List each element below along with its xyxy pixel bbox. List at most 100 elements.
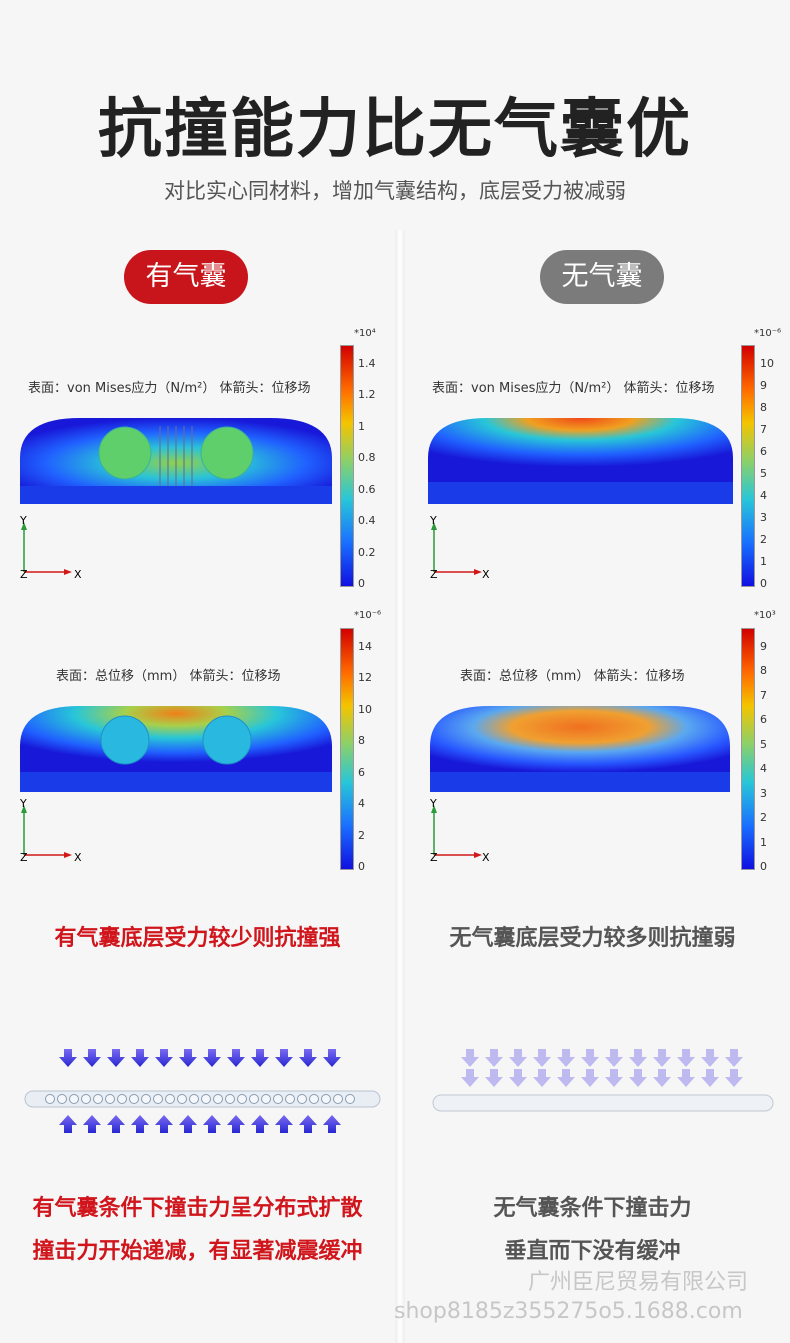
down-arrow-icon [677, 1049, 695, 1067]
scale-tick-label: 9 [760, 640, 767, 653]
right-plot2-axes [431, 805, 482, 858]
airbag-bubble [81, 1094, 91, 1104]
scale-tick-label: 1 [358, 419, 365, 433]
scale-tick-label: 2 [358, 828, 365, 842]
down-arrow-icon [653, 1049, 671, 1067]
scale-tick-label: 5 [760, 737, 767, 751]
airbag-force-illustration [24, 1049, 381, 1133]
left-bottom-line2: 撞击力开始递减，有显著减震缓冲 [32, 1239, 363, 1264]
page-subtitle: 对比实心同材料，增加气囊结构，底层受力被减弱 [164, 179, 626, 203]
airbag-bubble [321, 1094, 331, 1104]
airbag-bubble [153, 1094, 163, 1104]
airbag-bubble [273, 1094, 283, 1104]
scale-tick-label: 3 [760, 786, 767, 800]
without-airbag-badge: 无气囊 [540, 250, 664, 304]
page-title: 抗撞能力比无气囊优 [98, 93, 692, 167]
scale-tick-label: 1 [760, 555, 767, 568]
left-plot2-ticks: 14 12 10 8 6 4 2 0 [358, 628, 388, 873]
airbag-bubble [165, 1094, 175, 1104]
airbag-bubble [57, 1094, 67, 1104]
right-plot2-label: 表面：总位移（mm） 体箭头：位移场 [460, 669, 685, 684]
up-arrow-icon [203, 1115, 221, 1133]
down-arrow-icon [725, 1069, 743, 1087]
down-arrow-icon [107, 1049, 125, 1067]
up-arrow-icon [323, 1115, 341, 1133]
down-arrow-icon [461, 1069, 479, 1087]
scale-tick-label: 0 [358, 577, 365, 590]
scale-tick-label: 10 [760, 357, 774, 370]
scale-tick-label: 7 [760, 423, 767, 436]
right-plot2-x-axis: X [482, 851, 490, 864]
airbag-bubble [105, 1094, 115, 1104]
scale-tick-label: 4 [760, 762, 767, 776]
right-plot1-color-scale [741, 345, 755, 587]
left-displacement-simulation [20, 706, 332, 792]
scale-tick-label: 8 [358, 734, 365, 748]
airbag-bubble [117, 1094, 127, 1104]
left-plot1-x-axis: X [74, 568, 82, 581]
right-plot1-label: 表面：von Mises应力（N/m²） 体箭头：位移场 [432, 381, 715, 396]
right-plot1-x-axis: X [482, 568, 490, 581]
down-arrow-icon [509, 1049, 527, 1067]
left-plot2-exponent: *10⁻⁶ [354, 610, 382, 621]
airbag-bubble [189, 1094, 199, 1104]
down-arrow-icon [629, 1049, 647, 1067]
scale-tick-label: 3 [760, 511, 767, 524]
left-plot1-z-axis: Z [20, 568, 28, 581]
down-arrow-icon [701, 1069, 719, 1087]
scale-tick-label: 4 [760, 489, 767, 502]
scale-tick-label: 1.2 [358, 388, 376, 402]
down-arrow-icon [581, 1069, 599, 1087]
airbag-bubble [141, 1094, 151, 1104]
down-arrow-icon [461, 1049, 479, 1067]
down-arrow-icon [323, 1049, 341, 1067]
down-arrow-icon [83, 1049, 101, 1067]
scale-tick-label: 12 [358, 671, 372, 685]
scale-tick-label: 6 [358, 765, 365, 779]
airbag-bubble [225, 1094, 235, 1104]
down-arrow-icon [581, 1049, 599, 1067]
airbag-bubble [297, 1094, 307, 1104]
down-arrow-icon [251, 1049, 269, 1067]
up-arrow-icon [59, 1115, 77, 1133]
left-plot2-z-axis: Z [20, 851, 28, 864]
scale-tick-label: 2 [760, 811, 767, 825]
left-plot1-exponent: *10⁴ [354, 328, 376, 339]
down-arrow-icon [677, 1069, 695, 1087]
up-arrow-icon [275, 1115, 293, 1133]
watermark-company: 广州臣尼贸易有限公司 [528, 1270, 749, 1295]
airbag-bubble [249, 1094, 259, 1104]
left-plot2-x-axis: X [74, 851, 82, 864]
airbag-bubble [261, 1094, 271, 1104]
scale-tick-label: 1 [760, 835, 767, 849]
right-plot1-y-axis: Y [430, 514, 437, 527]
up-arrow-icon [131, 1115, 149, 1133]
scale-tick-label: 0.2 [358, 545, 376, 559]
scale-tick-label: 5 [760, 467, 767, 480]
down-arrow-icon [701, 1049, 719, 1067]
scale-tick-label: 2 [760, 533, 767, 546]
down-arrow-icon [533, 1049, 551, 1067]
airbag-bubble [237, 1094, 247, 1104]
up-arrow-icon [179, 1115, 197, 1133]
down-arrow-icon [629, 1069, 647, 1087]
no-airbag-force-illustration [432, 1049, 774, 1112]
scale-tick-label: 4 [358, 797, 365, 811]
airbag-bubble [213, 1094, 223, 1104]
scale-tick-label: 0 [760, 577, 767, 590]
scale-tick-label: 10 [358, 702, 372, 716]
right-displacement-simulation [430, 706, 730, 792]
down-arrow-icon [533, 1069, 551, 1087]
right-plot2-exponent: *10³ [754, 610, 776, 621]
down-arrow-icon [179, 1049, 197, 1067]
left-plot2-color-scale [340, 628, 354, 870]
right-caption: 无气囊底层受力较多则抗撞弱 [449, 926, 736, 951]
airbag-bubble [93, 1094, 103, 1104]
airbag-bubble [285, 1094, 295, 1104]
airbag-bubble [129, 1094, 139, 1104]
right-plot2-z-axis: Z [430, 851, 438, 864]
column-divider [395, 230, 405, 1343]
right-plot2-y-axis: Y [430, 797, 437, 810]
scale-tick-label: 9 [760, 379, 767, 392]
down-arrow-icon [59, 1049, 77, 1067]
